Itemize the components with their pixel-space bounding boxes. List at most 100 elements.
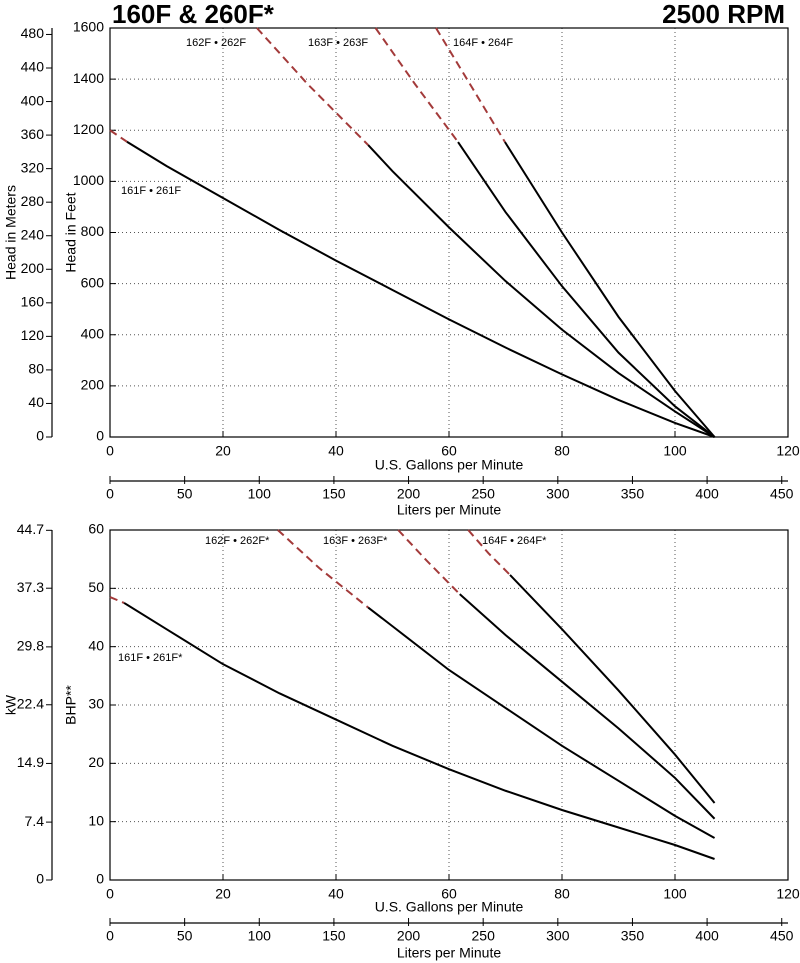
x-tick-label: 100 (663, 443, 687, 459)
x-tick-label: 0 (106, 443, 114, 459)
x-tick-label: 40 (328, 886, 344, 902)
x-tick-label: 20 (215, 443, 231, 459)
x2-tick-label: 400 (695, 928, 719, 944)
plot-frame (109, 529, 789, 881)
y2-tick-label: 160 (21, 294, 45, 310)
y-tick-label: 10 (88, 812, 104, 828)
x2-axis-title: Liters per Minute (397, 502, 501, 518)
chart-subtitle: 2500 RPM (662, 0, 785, 29)
curve-label: 163F • 263F* (323, 535, 388, 547)
y2-tick-label: 7.4 (25, 813, 45, 829)
y-tick-label: 400 (81, 325, 105, 341)
y2-tick-label: 40 (28, 394, 44, 410)
y2-tick-label: 280 (21, 193, 45, 209)
x2-tick-label: 450 (770, 928, 794, 944)
curve-dashed (374, 27, 459, 143)
y2-axis-title: Head in Meters (3, 185, 19, 280)
plot-frame (109, 27, 789, 438)
x2-tick-label: 300 (546, 486, 570, 502)
x2-tick-label: 0 (106, 486, 114, 502)
y-tick-label: 200 (81, 377, 105, 393)
x2-tick-label: 100 (248, 928, 272, 944)
y-tick-label: 1600 (73, 19, 104, 35)
y2-tick-label: 44.7 (17, 521, 44, 537)
x2-axis-title: Liters per Minute (397, 945, 501, 961)
y2-tick-label: 480 (21, 25, 45, 41)
y-tick-label: 0 (96, 871, 104, 887)
curve (509, 574, 716, 804)
y-tick-label: 1400 (73, 70, 104, 86)
curve-label: 164F • 264F (453, 37, 513, 49)
curve (504, 141, 716, 438)
curve (126, 140, 715, 438)
curve (457, 141, 716, 438)
x2-tick-label: 200 (397, 928, 421, 944)
y2-tick-label: 0 (36, 428, 44, 444)
y-tick-label: 50 (88, 579, 104, 595)
y2-tick-label: 0 (36, 871, 44, 887)
x-tick-label: 40 (328, 443, 344, 459)
curve-label: 161F • 261F (121, 185, 181, 197)
x2-tick-label: 250 (472, 486, 496, 502)
x-tick-label: 80 (554, 443, 570, 459)
y-tick-label: 60 (88, 521, 104, 537)
y2-tick-label: 360 (21, 126, 45, 142)
y-axis-title: BHP** (63, 685, 79, 725)
curve-dashed (109, 129, 128, 143)
x2-tick-label: 150 (322, 928, 346, 944)
y2-tick-label: 29.8 (17, 638, 44, 654)
y2-tick-label: 200 (21, 260, 45, 276)
x2-tick-label: 350 (621, 928, 645, 944)
x2-tick-label: 200 (397, 486, 421, 502)
x-tick-label: 20 (215, 886, 231, 902)
curve (459, 593, 716, 820)
x-tick-label: 60 (441, 443, 457, 459)
y2-tick-label: 400 (21, 92, 45, 108)
y2-tick-label: 320 (21, 159, 45, 175)
y2-tick-label: 14.9 (17, 754, 44, 770)
x2-tick-label: 100 (248, 486, 272, 502)
x2-tick-label: 450 (770, 486, 794, 502)
x-axis-title: U.S. Gallons per Minute (375, 899, 524, 915)
curve-dashed (435, 27, 506, 143)
x2-tick-label: 0 (106, 928, 114, 944)
y2-axis-title: kW (3, 694, 19, 715)
y-tick-label: 1200 (73, 121, 104, 137)
y-tick-label: 1000 (73, 172, 104, 188)
x2-tick-label: 250 (472, 928, 496, 944)
curve (367, 144, 716, 438)
y2-tick-label: 22.4 (17, 695, 44, 711)
x-tick-label: 80 (554, 886, 570, 902)
curve-label: 162F • 262F* (205, 535, 270, 547)
y2-tick-label: 80 (28, 361, 44, 377)
y-tick-label: 40 (88, 637, 104, 653)
curve (367, 606, 716, 839)
x2-tick-label: 50 (177, 928, 193, 944)
y-tick-label: 800 (81, 223, 105, 239)
curve-label: 161F • 261F* (118, 652, 183, 664)
curve-label: 163F • 263F (308, 37, 368, 49)
curve-dashed (277, 529, 369, 609)
curve-dashed (256, 27, 369, 146)
x-tick-label: 0 (106, 886, 114, 902)
y2-tick-label: 440 (21, 59, 45, 75)
x2-tick-label: 50 (177, 486, 193, 502)
y-axis-title: Head in Feet (63, 192, 79, 272)
curve (123, 602, 715, 860)
y-tick-label: 0 (96, 428, 104, 444)
y-tick-label: 20 (88, 754, 104, 770)
y2-tick-label: 240 (21, 226, 45, 242)
x-axis-title: U.S. Gallons per Minute (375, 457, 524, 473)
y-tick-label: 30 (88, 696, 104, 712)
y2-tick-label: 120 (21, 327, 45, 343)
x2-tick-label: 350 (621, 486, 645, 502)
y2-tick-label: 37.3 (17, 579, 44, 595)
x2-tick-label: 400 (695, 486, 719, 502)
x-tick-label: 120 (776, 886, 800, 902)
chart-title: 160F & 260F* (112, 0, 275, 29)
curve-label: 164F • 264F* (482, 535, 547, 547)
x2-tick-label: 300 (546, 928, 570, 944)
x2-tick-label: 150 (322, 486, 346, 502)
x-tick-label: 60 (441, 886, 457, 902)
